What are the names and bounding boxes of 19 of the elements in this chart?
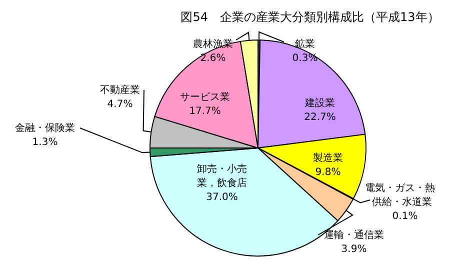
chart-title: 図54 企業の産業大分類別構成比（平成13年） bbox=[180, 10, 440, 24]
data-label: 22.7% bbox=[304, 112, 336, 123]
slice-label: サービス業 bbox=[180, 91, 230, 103]
slice-label: 建設業 bbox=[304, 97, 335, 109]
slice-label: 金融・保険業 bbox=[15, 122, 75, 134]
data-label: 17.7% bbox=[189, 106, 221, 117]
data-label: 37.0% bbox=[206, 192, 238, 203]
data-label: 0.1% bbox=[392, 211, 418, 222]
slice-label: 鉱業 bbox=[295, 38, 315, 50]
slice-label: 不動産業 bbox=[100, 84, 140, 96]
slice-label: 製造業 bbox=[313, 152, 343, 164]
slice-label: 電気・ガス・熱供給・水道業 bbox=[365, 182, 435, 208]
slice-label: 卸売・小売業，飲食店 bbox=[197, 163, 247, 189]
data-label: 1.3% bbox=[32, 137, 58, 148]
data-label: 3.9% bbox=[341, 244, 367, 255]
data-label: 2.6% bbox=[200, 53, 226, 64]
data-label: 4.7% bbox=[107, 99, 133, 110]
data-label: 0.3% bbox=[292, 53, 318, 64]
data-label: 9.8% bbox=[315, 167, 341, 178]
